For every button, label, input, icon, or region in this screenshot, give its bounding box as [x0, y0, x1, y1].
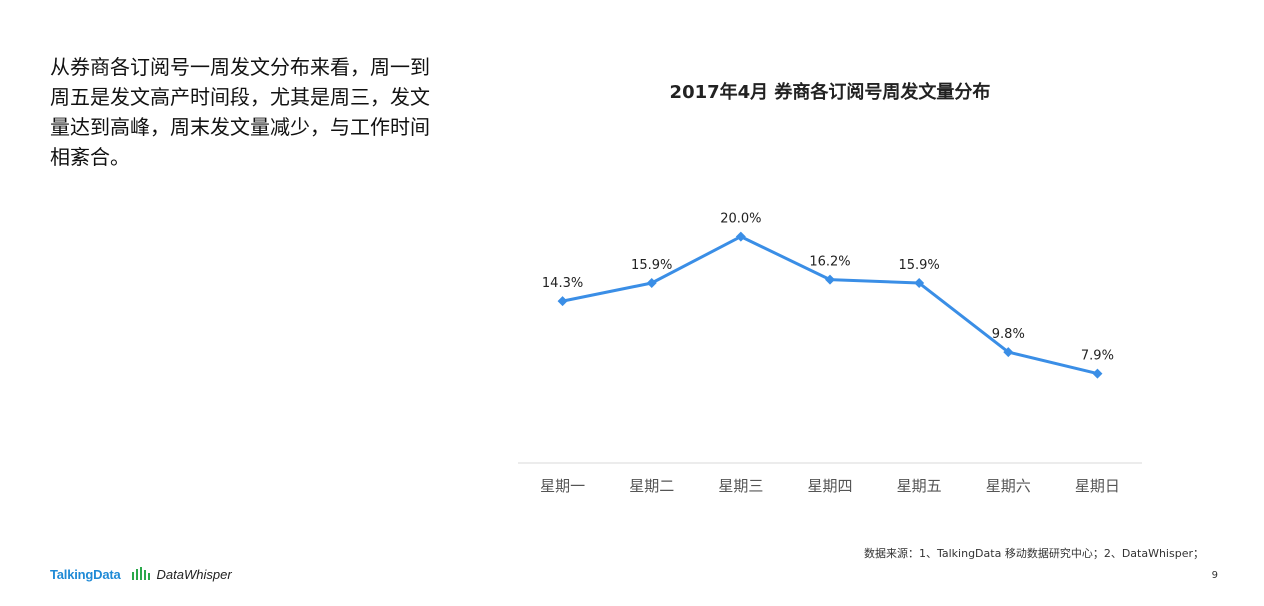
- datawhisper-logo: DataWhisper: [131, 566, 232, 582]
- footer-logos: TalkingData DataWhisper: [50, 566, 232, 582]
- intro-paragraph: 从券商各订阅号一周发文分布来看，周一到周五是发文高产时间段，尤其是周三，发文量达…: [50, 55, 430, 169]
- data-point-marker: [1003, 347, 1014, 358]
- data-point-marker: [1092, 368, 1103, 379]
- data-label: 15.9%: [631, 258, 672, 273]
- chart-title: 2017年4月 券商各订阅号周发文量分布: [669, 82, 991, 103]
- data-label: 16.2%: [809, 255, 850, 270]
- datawhisper-mark-icon: [131, 567, 150, 580]
- x-tick-label: 星期三: [718, 477, 763, 495]
- data-point-marker: [735, 231, 746, 242]
- data-label: 7.9%: [1081, 349, 1114, 364]
- x-tick-label: 星期日: [1075, 477, 1120, 495]
- x-tick-label: 星期二: [629, 477, 674, 495]
- plot-area: 星期一 星期二 星期三 星期四 星期五 星期六 星期日 14.3% 15.9% 20.0% 16.2…: [518, 212, 1142, 495]
- data-point-marker: [914, 278, 925, 289]
- x-tick-label: 星期四: [807, 477, 852, 495]
- data-point-marker: [825, 274, 835, 285]
- data-point-marker: [557, 296, 568, 307]
- line-chart: 星期一 星期二 星期三 星期四 星期五 星期六 星期日 14.3% 15.9% 20.0% 16.2…: [518, 212, 1142, 495]
- x-tick-label: 星期五: [897, 477, 942, 495]
- data-label: 15.9%: [898, 258, 939, 273]
- data-source-note: 数据来源：1、TalkingData 移动数据研究中心；2、DataWhispe…: [863, 547, 1204, 560]
- data-label: 9.8%: [992, 327, 1025, 342]
- x-tick-label: 星期一: [540, 477, 585, 495]
- x-tick-label: 星期六: [986, 477, 1031, 495]
- datawhisper-logo-text: DataWhisper: [156, 566, 232, 582]
- talkingdata-logo: TalkingData: [50, 566, 121, 582]
- data-label: 20.0%: [720, 212, 761, 227]
- data-label: 14.3%: [542, 276, 583, 291]
- page-number: 9: [1211, 570, 1218, 581]
- data-point-marker: [646, 278, 657, 289]
